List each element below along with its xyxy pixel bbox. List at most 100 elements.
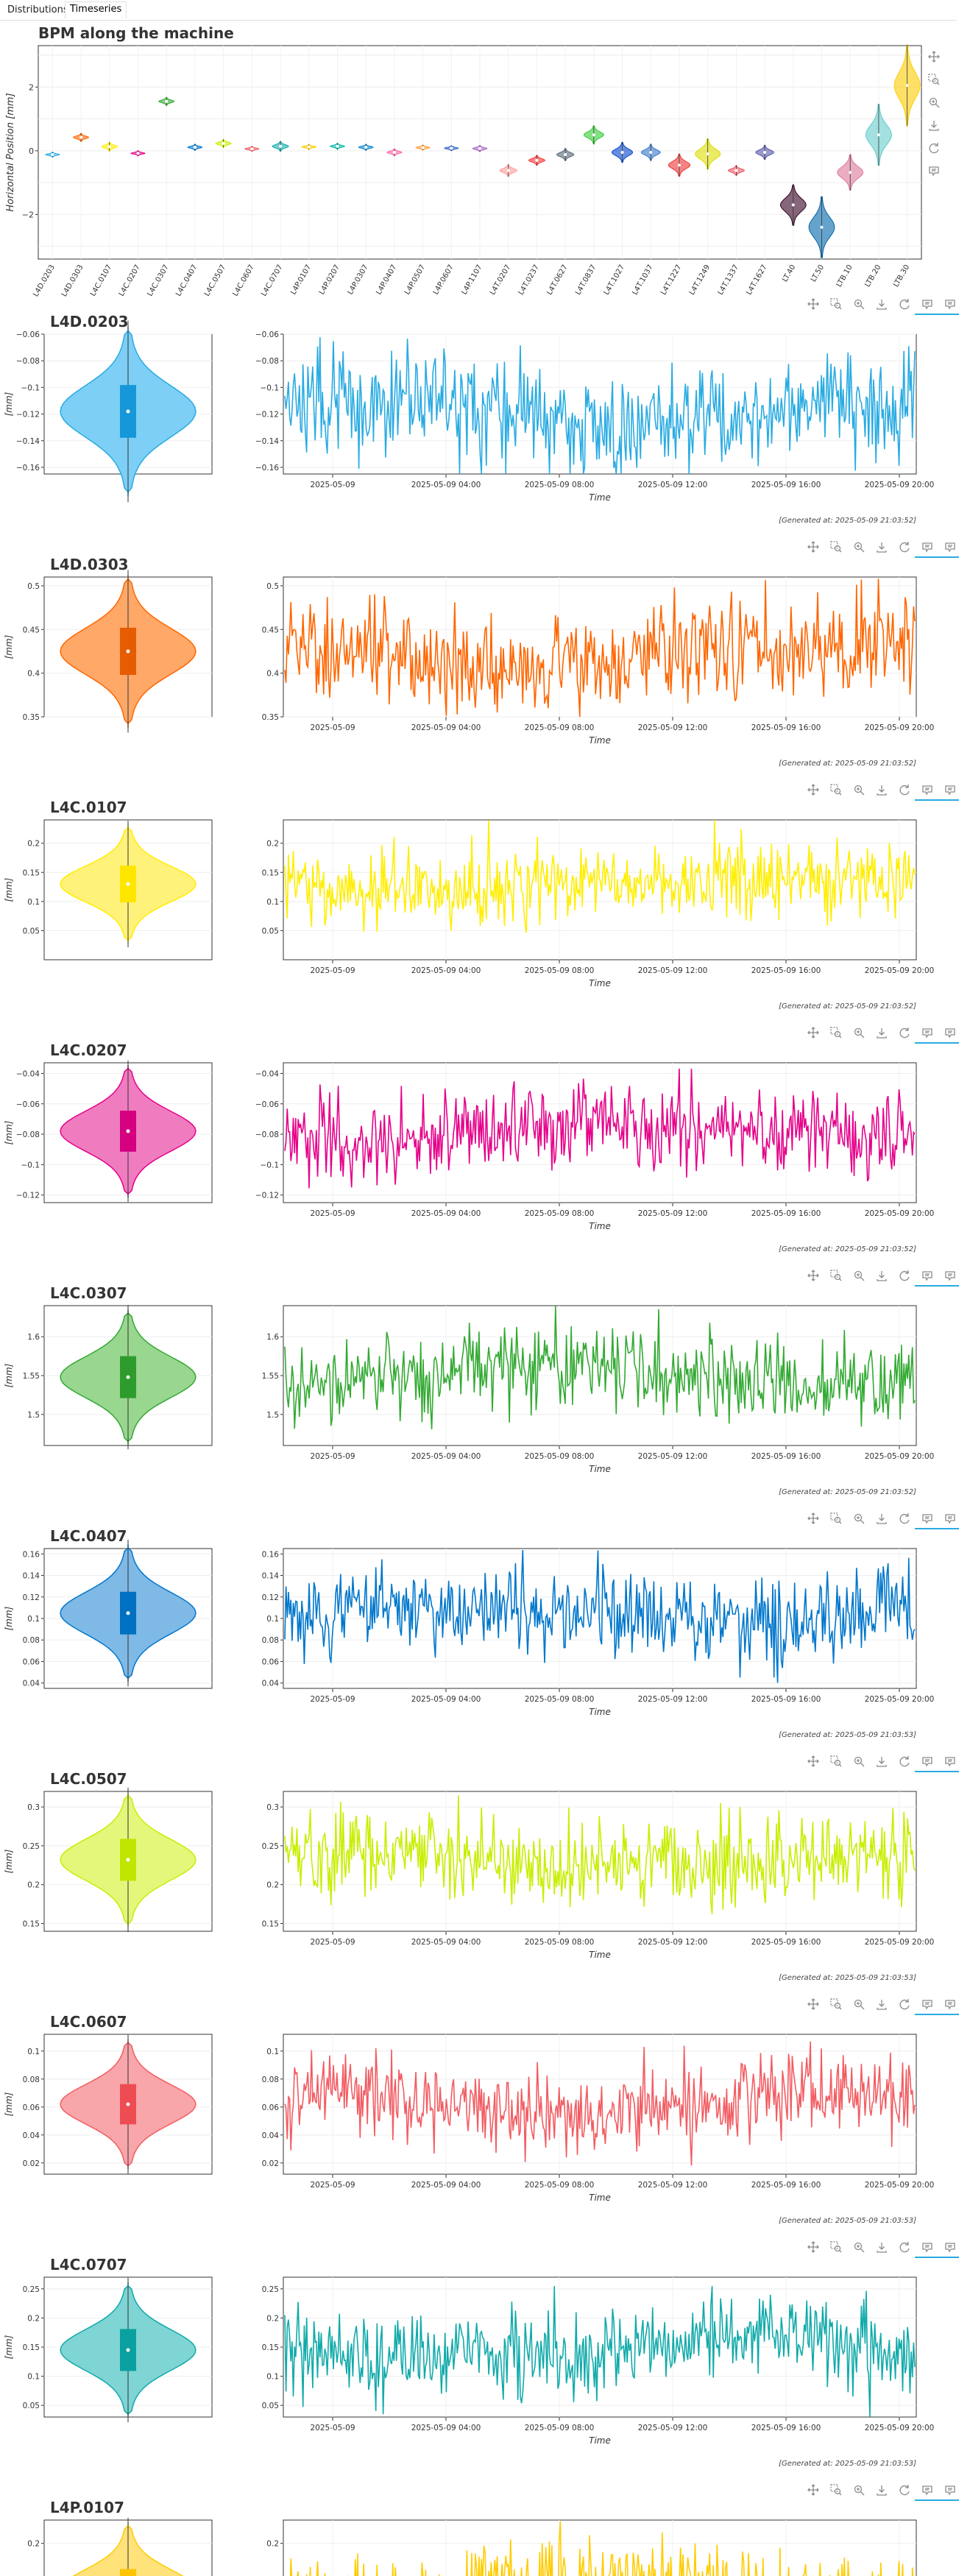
save-icon[interactable] <box>929 121 939 131</box>
save-icon[interactable] <box>877 1514 887 1524</box>
overview-median-point <box>620 151 624 154</box>
box-zoom-icon[interactable] <box>830 1027 842 1038</box>
hover-icon[interactable] <box>922 2000 932 2010</box>
timeseries-xtick-label: 2025-05-09 20:00 <box>865 1695 935 1704</box>
timeseries-ytick-label: 0.08 <box>262 1636 279 1645</box>
hover-icon[interactable] <box>945 1514 955 1524</box>
box-zoom-icon[interactable] <box>830 1998 842 2010</box>
hover-icon[interactable] <box>922 2243 932 2253</box>
hover-icon[interactable] <box>922 1757 932 1767</box>
reset-icon[interactable] <box>929 143 939 154</box>
box-zoom-icon[interactable] <box>830 1755 842 1767</box>
pan-icon[interactable] <box>807 1027 819 1038</box>
box-zoom-icon[interactable] <box>830 2484 842 2496</box>
save-icon[interactable] <box>877 2485 887 2496</box>
hover-icon[interactable] <box>945 1028 955 1038</box>
violin-ytick-label: 0.08 <box>23 1636 40 1645</box>
box-zoom-icon[interactable] <box>830 1512 842 1524</box>
save-icon[interactable] <box>877 1271 887 1281</box>
reset-icon[interactable] <box>899 1270 910 1281</box>
pan-icon[interactable] <box>807 1755 819 1767</box>
save-icon[interactable] <box>877 1757 887 1767</box>
save-icon[interactable] <box>877 785 887 796</box>
wheel-zoom-icon[interactable] <box>854 1513 865 1524</box>
reset-icon[interactable] <box>899 2242 910 2253</box>
tab-distributions[interactable]: Distributions <box>7 4 68 15</box>
wheel-zoom-icon[interactable] <box>854 542 865 553</box>
hover-icon[interactable] <box>922 785 932 796</box>
wheel-zoom-icon[interactable] <box>854 2485 865 2496</box>
box-zoom-icon[interactable] <box>928 74 940 85</box>
box-zoom-icon[interactable] <box>830 784 842 796</box>
pan-icon[interactable] <box>807 1998 819 2010</box>
hover-icon[interactable] <box>945 2485 955 2496</box>
pan-icon[interactable] <box>807 784 819 796</box>
timeseries-xtick-label: 2025-05-09 20:00 <box>865 1938 935 1947</box>
save-icon[interactable] <box>877 2243 887 2253</box>
pan-icon[interactable] <box>807 1270 819 1281</box>
reset-icon[interactable] <box>899 1027 910 1038</box>
pan-icon[interactable] <box>807 2241 819 2253</box>
wheel-zoom-icon[interactable] <box>854 1270 865 1281</box>
wheel-zoom-icon[interactable] <box>854 2242 865 2253</box>
violin-ytick-label: 0.3 <box>27 1803 40 1812</box>
hover-icon[interactable] <box>945 2243 955 2253</box>
wheel-zoom-icon[interactable] <box>929 97 940 108</box>
pan-icon[interactable] <box>928 51 940 63</box>
timeseries-line <box>284 337 916 475</box>
violin-median-point <box>126 649 130 654</box>
wheel-zoom-icon[interactable] <box>854 299 865 310</box>
wheel-zoom-icon[interactable] <box>854 785 865 796</box>
timeseries-ytick-label: 0.1 <box>266 2048 279 2056</box>
hover-icon[interactable] <box>945 1757 955 1767</box>
box-zoom-icon[interactable] <box>830 541 842 553</box>
hover-icon[interactable] <box>945 2000 955 2010</box>
bpm-panel-L4C.0507: L4C.0507 0.15 0.2 0.25 0.3 [mm] 0.15 0.2 0.25 0.3… <box>4 1755 959 1982</box>
reset-icon[interactable] <box>899 785 910 796</box>
reset-icon[interactable] <box>899 2485 910 2496</box>
timeseries-ytick-label: 0.04 <box>262 2131 280 2140</box>
wheel-zoom-icon[interactable] <box>854 1756 865 1767</box>
hover-icon[interactable] <box>922 300 932 310</box>
hover-icon[interactable] <box>922 542 932 553</box>
hover-icon[interactable] <box>945 300 955 310</box>
hover-icon[interactable] <box>945 1271 955 1281</box>
save-icon[interactable] <box>877 2000 887 2010</box>
hover-icon[interactable] <box>922 1514 932 1524</box>
reset-icon[interactable] <box>899 1756 910 1767</box>
box-zoom-icon[interactable] <box>830 2241 842 2253</box>
timeseries-xtick-label: 2025-05-09 12:00 <box>638 2424 708 2432</box>
tab-timeseries[interactable]: Timeseries <box>65 1 127 18</box>
box-zoom-icon[interactable] <box>830 298 842 310</box>
pan-icon[interactable] <box>807 2484 819 2496</box>
hover-icon[interactable] <box>922 1271 932 1281</box>
violin-ylabel: [mm] <box>4 877 14 902</box>
hover-icon[interactable] <box>922 1028 932 1038</box>
hover-icon[interactable] <box>922 2485 932 2496</box>
save-icon[interactable] <box>877 300 887 310</box>
pan-icon[interactable] <box>807 1512 819 1524</box>
pan-icon[interactable] <box>807 541 819 553</box>
timeseries-xtick-label: 2025-05-09 20:00 <box>865 1209 935 1218</box>
reset-icon[interactable] <box>899 1513 910 1524</box>
wheel-zoom-icon[interactable] <box>854 1027 865 1038</box>
pan-icon[interactable] <box>807 298 819 310</box>
hover-icon[interactable] <box>945 542 955 553</box>
hover-icon[interactable] <box>945 785 955 796</box>
wheel-zoom-icon[interactable] <box>854 1999 865 2010</box>
hover-icon[interactable] <box>929 166 939 177</box>
reset-icon[interactable] <box>899 542 910 553</box>
save-icon[interactable] <box>877 542 887 553</box>
overview-median-point <box>336 144 339 148</box>
save-icon[interactable] <box>877 1028 887 1038</box>
reset-icon[interactable] <box>899 299 910 310</box>
violin-ylabel: [mm] <box>4 1120 14 1144</box>
overview-median-point <box>107 145 111 149</box>
overview-median-point <box>535 158 539 162</box>
timeseries-xtick-label: 2025-05-09 12:00 <box>638 966 708 975</box>
violin-ytick-label: 0.02 <box>23 2159 40 2168</box>
timeseries-xtick-label: 2025-05-09 16:00 <box>751 723 821 732</box>
box-zoom-icon[interactable] <box>830 1270 842 1281</box>
timeseries-ytick-label: 0.2 <box>266 1881 279 1890</box>
reset-icon[interactable] <box>899 1999 910 2010</box>
